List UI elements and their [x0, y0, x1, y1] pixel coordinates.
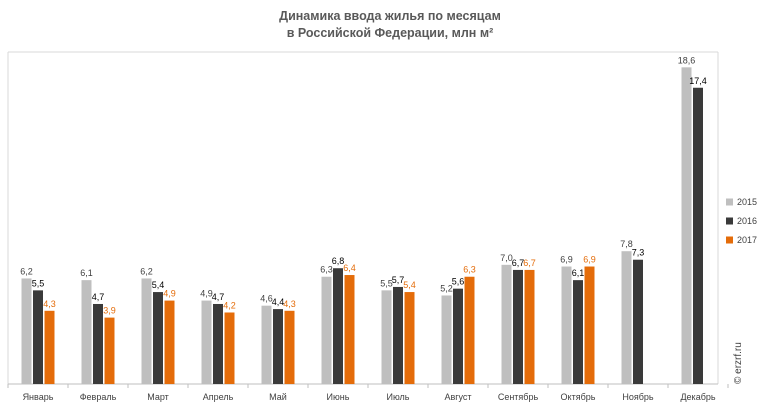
- data-label-2016: 7,3: [632, 248, 645, 258]
- bar-2016: [453, 288, 463, 384]
- bar-2015: [141, 278, 152, 384]
- data-label-2017: 6,4: [343, 263, 356, 273]
- data-label-2017: 5,4: [403, 280, 416, 290]
- legend: 2015 2016 2017: [726, 197, 757, 245]
- bar-2017: [164, 300, 175, 384]
- legend-swatch-2016: [726, 217, 733, 225]
- bar-2017: [284, 310, 295, 384]
- bar-2016: [693, 87, 703, 384]
- bar-2015: [381, 290, 392, 384]
- data-label-2015: 18,6: [678, 55, 696, 65]
- x-tick-label: Январь: [23, 392, 54, 402]
- bar-2016: [93, 303, 103, 384]
- data-label-2016: 6,8: [332, 256, 345, 266]
- data-label-2015: 5,2: [440, 283, 453, 293]
- x-tick-label: Апрель: [203, 392, 234, 402]
- data-label-2015: 6,9: [560, 255, 573, 265]
- data-label-2016: 4,7: [212, 292, 225, 302]
- legend-label-2015: 2015: [737, 197, 757, 207]
- bar-2017: [104, 317, 115, 384]
- bar-2017: [524, 269, 535, 384]
- data-label-2017: 4,9: [163, 289, 176, 299]
- data-label-2016: 6,7: [512, 258, 525, 268]
- data-label-2017: 4,2: [223, 300, 236, 310]
- data-label-2016: 17,4: [689, 76, 707, 86]
- bar-2015: [261, 305, 272, 384]
- data-label-2016: 5,6: [452, 277, 465, 287]
- bar-2016: [513, 269, 523, 384]
- data-label-2016: 5,7: [392, 275, 405, 285]
- legend-swatch-2015: [726, 198, 733, 206]
- bar-2015: [321, 276, 332, 384]
- data-label-2015: 4,6: [260, 294, 273, 304]
- x-tick-label: Март: [147, 392, 169, 402]
- data-label-2016: 4,4: [272, 297, 285, 307]
- bar-2016: [33, 290, 43, 384]
- data-label-2015: 7,0: [500, 253, 513, 263]
- bar-2016: [393, 286, 403, 384]
- x-tick-label: Июль: [387, 392, 410, 402]
- data-label-2016: 5,4: [152, 280, 165, 290]
- data-label-2016: 6,1: [572, 268, 585, 278]
- data-label-2015: 7,8: [620, 239, 633, 249]
- legend-label-2017: 2017: [737, 235, 757, 245]
- data-label-2017: 4,3: [43, 299, 56, 309]
- data-label-2015: 4,9: [200, 289, 213, 299]
- bars-group: [21, 67, 703, 385]
- x-tick-label: Ноябрь: [622, 392, 654, 402]
- x-tick-label: Декабрь: [680, 392, 715, 402]
- chart-title-line-2: в Российской Федерации, млн м²: [287, 26, 493, 40]
- bar-2015: [201, 300, 212, 384]
- x-tick-label: Октябрь: [561, 392, 596, 402]
- x-tick-labels-group: Январь Февраль Март Апрель Май Июнь Июль Август…: [7, 384, 729, 402]
- data-label-2017: 6,9: [583, 255, 596, 265]
- data-label-2017: 3,9: [103, 306, 116, 316]
- bar-2016: [153, 292, 163, 384]
- bar-2015: [501, 264, 512, 384]
- data-label-2015: 6,2: [140, 266, 153, 276]
- x-tick-label: Июнь: [327, 392, 350, 402]
- x-tick-label: Февраль: [80, 392, 117, 402]
- data-label-2015: 6,3: [320, 265, 333, 275]
- data-labels-group: 6,25,54,36,14,73,96,25,44,9 4,94,74,24,64…: [20, 55, 707, 315]
- bar-2016: [213, 303, 223, 384]
- x-tick-label: Август: [444, 392, 471, 402]
- bar-2016: [273, 309, 283, 384]
- bar-2015: [21, 278, 32, 384]
- data-label-2017: 6,3: [463, 265, 476, 275]
- bar-2017: [224, 312, 235, 384]
- bar-2015: [561, 266, 572, 384]
- x-tick-label: Сентябрь: [498, 392, 539, 402]
- bar-2016: [573, 280, 583, 384]
- data-label-2016: 5,5: [32, 278, 45, 288]
- bar-2015: [621, 251, 632, 384]
- data-label-2017: 6,7: [523, 258, 536, 268]
- x-tick-label: Май: [269, 392, 287, 402]
- bar-2017: [584, 266, 595, 384]
- bar-2016: [633, 259, 643, 384]
- bar-2015: [441, 295, 452, 384]
- legend-label-2016: 2016: [737, 216, 757, 226]
- plot-frame: [7, 51, 719, 385]
- bar-2017: [464, 276, 475, 384]
- bar-2017: [404, 292, 415, 384]
- data-label-2015: 6,1: [80, 268, 93, 278]
- data-label-2015: 5,5: [380, 278, 393, 288]
- data-label-2015: 6,2: [20, 266, 33, 276]
- bar-2016: [333, 268, 343, 384]
- legend-swatch-2017: [726, 236, 733, 244]
- data-label-2016: 4,7: [92, 292, 105, 302]
- data-label-2017: 4,3: [283, 299, 296, 309]
- bar-2017: [44, 310, 55, 384]
- watermark: © erzrf.ru: [733, 342, 744, 384]
- bar-2015: [681, 67, 692, 385]
- chart-title-line-1: Динамика ввода жилья по месяцам: [279, 9, 501, 23]
- bar-2017: [344, 275, 355, 384]
- bar-2015: [81, 280, 92, 384]
